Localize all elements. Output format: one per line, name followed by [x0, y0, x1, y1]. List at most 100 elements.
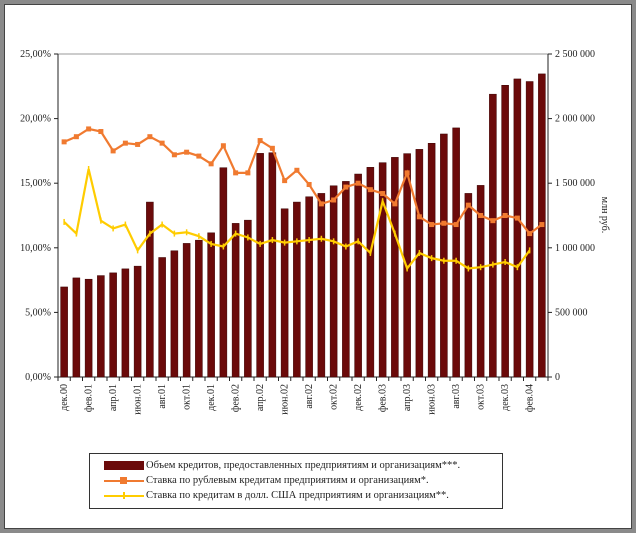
bar [317, 193, 326, 378]
line-marker [527, 231, 533, 237]
left-axis-tick-label: 15,00% [20, 178, 51, 189]
x-axis-tick-label: июн.02 [280, 384, 291, 415]
bar [366, 167, 375, 378]
right-axis-tick-label: 2 000 000 [555, 114, 595, 125]
bar [97, 275, 105, 378]
legend-label: Ставка по рублевым кредитам предприятиям… [146, 475, 429, 486]
x-axis-tick-label: окт.01 [182, 384, 193, 410]
x-axis-tick-label: дек.01 [206, 384, 217, 411]
bar [464, 193, 473, 378]
bar [182, 243, 191, 378]
bar [146, 201, 154, 378]
x-axis-tick-label: фев.02 [231, 384, 242, 412]
bar [354, 173, 362, 378]
legend-swatch-orange-line [104, 476, 144, 484]
legend-swatch-yellow-line [104, 491, 144, 499]
bar [280, 208, 289, 378]
x-axis-tick-label: фев.04 [525, 384, 536, 412]
bar [109, 272, 117, 378]
bar [513, 78, 522, 378]
line-marker [220, 143, 226, 149]
x-axis-tick-label: июн.01 [133, 384, 144, 415]
line-marker [539, 222, 545, 228]
legend-label: Ставка по кредитам в долл. США предприят… [146, 490, 449, 501]
line-marker [478, 213, 484, 218]
bar [84, 278, 93, 378]
line-marker [171, 152, 177, 158]
line-marker [257, 138, 263, 144]
line-marker [294, 167, 300, 173]
x-axis-tick-label: окт.02 [329, 384, 340, 410]
x-axis-tick-label: дек.03 [500, 384, 511, 411]
legend-swatch-bar [104, 461, 144, 470]
line-marker [502, 213, 508, 218]
bar [195, 239, 203, 378]
x-axis-tick-label: фев.01 [84, 384, 95, 412]
bar [60, 286, 68, 378]
x-axis-tick-label: авг.02 [304, 384, 315, 409]
x-axis-tick-label: авг.03 [451, 384, 462, 409]
line-marker [306, 181, 312, 187]
bar [268, 152, 277, 378]
bar [391, 157, 399, 378]
x-axis-tick-label: апр.03 [402, 384, 413, 411]
line-marker [159, 140, 165, 146]
bar [305, 196, 313, 378]
line-marker [514, 215, 520, 221]
bar [342, 181, 350, 378]
line-marker [196, 153, 202, 159]
bar [158, 257, 166, 378]
bar [219, 167, 228, 378]
bar [378, 162, 387, 378]
bar [244, 219, 252, 378]
x-axis-tick-label: окт.03 [476, 384, 487, 410]
line-marker [245, 170, 251, 176]
left-axis-tick-label: 0,00% [25, 372, 51, 383]
line-marker [343, 184, 349, 190]
line-marker [98, 129, 104, 135]
bar [207, 232, 215, 378]
right-axis-tick-label: 2 500 000 [555, 49, 595, 60]
line-marker [86, 126, 92, 132]
bar [170, 250, 179, 378]
right-axis-label: млн руб. [599, 197, 610, 234]
line-marker [465, 202, 471, 208]
line-marker [233, 170, 239, 176]
bar [231, 223, 240, 378]
line-marker [367, 187, 373, 193]
right-axis-tick-label: 1 000 000 [555, 243, 595, 254]
line-marker [453, 222, 459, 228]
x-axis-tick-label: дек.02 [353, 384, 364, 411]
bar [121, 268, 130, 378]
line-marker [441, 220, 447, 226]
line-marker [355, 180, 361, 186]
bar [501, 85, 509, 378]
line-marker [122, 140, 128, 146]
line-marker [184, 149, 190, 155]
bar [256, 153, 264, 378]
line-marker [392, 201, 398, 207]
line-marker [61, 139, 67, 145]
bar [72, 277, 81, 378]
x-axis-tick-label: дек.00 [59, 384, 70, 411]
line-marker [135, 141, 141, 147]
bar [329, 185, 338, 378]
x-axis-tick-label: авг.01 [157, 384, 168, 409]
bar [476, 185, 485, 378]
right-axis-tick-label: 500 000 [555, 307, 588, 318]
x-axis-tick-label: апр.01 [108, 384, 119, 411]
line-marker [380, 191, 386, 197]
line-series-1 [63, 127, 543, 236]
legend-item-volume: Объем кредитов, предоставленных предприя… [104, 458, 502, 473]
line-marker [208, 161, 214, 167]
x-axis-tick-label: фев.03 [378, 384, 389, 412]
bar [489, 93, 497, 378]
bar [440, 133, 448, 378]
line-marker [318, 201, 324, 207]
line-marker [73, 134, 79, 140]
left-axis-tick-label: 25,00% [20, 49, 51, 60]
right-axis-tick-label: 0 [555, 372, 560, 383]
legend: Объем кредитов, предоставленных предприя… [89, 453, 503, 509]
